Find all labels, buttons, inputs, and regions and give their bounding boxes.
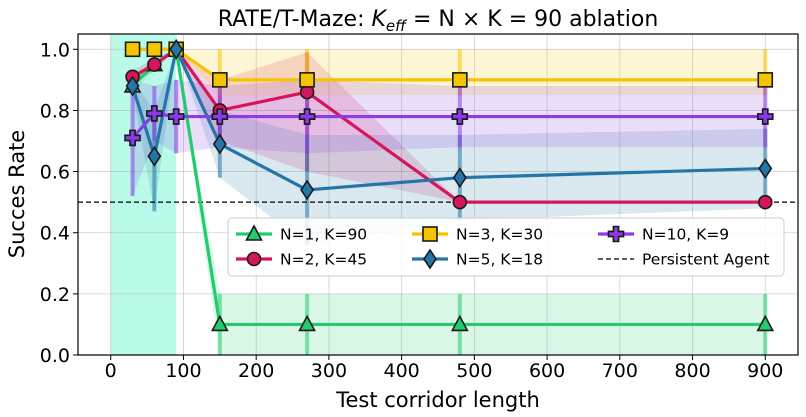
x-axis-label: Test corridor length: [335, 388, 540, 412]
legend-label: N=1, K=90: [280, 226, 367, 244]
legend-item: N=2, K=45: [236, 251, 367, 269]
training-region: [110, 34, 177, 355]
data-point: [757, 72, 774, 88]
x-tick-label: 900: [747, 360, 783, 382]
data-point: [298, 314, 316, 332]
data-point: [299, 72, 315, 88]
x-tick-label: 800: [674, 360, 710, 382]
x-tick-label: 500: [456, 360, 492, 382]
x-tick-label: 600: [529, 360, 565, 382]
data-point: [211, 108, 229, 125]
legend-marker: [423, 248, 437, 270]
legend-item: N=10, K=9: [598, 226, 729, 244]
series-n-10-k-9: [124, 105, 774, 147]
data-point: [756, 314, 775, 332]
data-point: [146, 105, 163, 122]
data-point: [147, 57, 162, 72]
data-point: [452, 167, 467, 189]
legend-label: N=5, K=18: [456, 251, 543, 269]
chart-title: RATE/T-Maze: Keff = N × K = 90 ablation: [218, 7, 659, 35]
series-n-3-k-30: [124, 41, 774, 88]
legend: N=1, K=90 N=2, K=45 N=3, K=30 N=5, K=18 N=10…: [227, 217, 785, 277]
data-point: [124, 129, 141, 147]
data-point: [298, 108, 316, 125]
x-tick-label: 700: [602, 360, 638, 382]
data-point: [147, 145, 162, 167]
data-point: [146, 41, 163, 58]
confidence-band: [132, 49, 766, 96]
legend-marker: [246, 251, 262, 267]
legend-item: N=3, K=30: [412, 226, 543, 244]
x-tick-label: 400: [384, 360, 420, 382]
data-point: [169, 38, 184, 60]
legend-marker: [245, 224, 263, 241]
data-point: [452, 72, 468, 88]
data-point: [167, 108, 185, 125]
data-point: [758, 158, 773, 179]
legend-item: N=1, K=90: [236, 224, 367, 244]
x-tick-label: 300: [311, 360, 347, 382]
y-tick-label: 1.0: [40, 39, 70, 61]
plot-background: [110, 34, 177, 355]
legend-box: [227, 217, 785, 277]
data-point: [757, 194, 773, 210]
legend-label: N=2, K=45: [280, 251, 367, 269]
data-point: [212, 133, 227, 155]
x-tick-label: 200: [238, 360, 274, 382]
legend-item: Persistent Agent: [598, 251, 769, 269]
legend-label: N=3, K=30: [456, 226, 543, 244]
y-tick-label: 0.6: [40, 162, 70, 184]
series-n-5-k-18: [125, 38, 773, 201]
data-point: [212, 72, 228, 88]
legend-marker: [422, 226, 438, 242]
confidence-bands: [130, 49, 768, 355]
axes: 0 100 200 300 400 500 600 700 800 900 0.0 0.2 0.4 0.6…: [40, 33, 799, 382]
data-point: [451, 108, 469, 125]
x-tick-label: 0: [105, 360, 117, 382]
series-lines: [123, 38, 775, 332]
y-tick-label: 0.2: [40, 284, 70, 306]
legend-label: N=10, K=9: [642, 226, 729, 244]
data-point: [124, 41, 141, 58]
data-point: [300, 179, 315, 201]
y-tick-label: 0.4: [40, 223, 70, 245]
data-point: [450, 314, 469, 332]
legend-marker: [607, 225, 625, 243]
confidence-band: [132, 49, 766, 245]
data-point: [125, 75, 140, 97]
legend-label: Persistent Agent: [642, 251, 769, 269]
data-point: [452, 194, 468, 210]
confidence-band: [132, 49, 766, 203]
plot-frame: [77, 33, 799, 356]
y-tick-label: 0.8: [40, 100, 70, 122]
y-axis-label: Succes Rate: [5, 130, 29, 258]
x-tick-label: 100: [165, 360, 201, 382]
confidence-band: [132, 79, 766, 197]
y-tick-label: 0.0: [40, 345, 70, 367]
data-point: [756, 108, 774, 125]
legend-item: N=5, K=18: [412, 248, 543, 270]
data-point: [210, 314, 229, 332]
